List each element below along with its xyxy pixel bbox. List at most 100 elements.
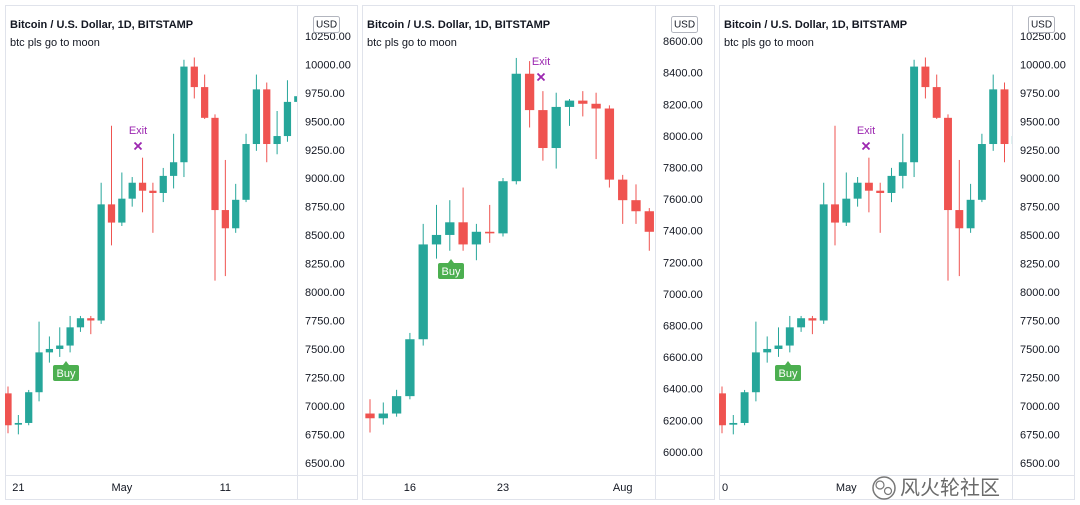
candle-body	[66, 327, 74, 346]
y-tick-label: 7000.00	[305, 401, 345, 413]
x-tick-label: Aug	[613, 482, 633, 494]
exit-marker	[536, 72, 546, 82]
x-tick-label: 11	[220, 482, 231, 494]
candle-body	[471, 231, 482, 245]
exit-label: Exit	[532, 56, 550, 68]
candle-body	[932, 87, 941, 118]
y-tick-label: 6000.00	[663, 447, 703, 459]
plot-area	[5, 57, 297, 435]
candle-body	[294, 96, 297, 102]
candle-body	[201, 87, 209, 118]
candle-body	[35, 352, 43, 393]
candle-body	[763, 348, 772, 353]
candle-body	[180, 66, 188, 163]
candle-body	[921, 66, 930, 88]
y-tick-label: 8250.00	[305, 259, 345, 271]
y-tick-label: 7400.00	[663, 226, 703, 238]
candle-body	[232, 199, 240, 229]
candle-body	[819, 204, 828, 321]
y-tick-label: 7800.00	[663, 162, 703, 174]
y-tick-label: 7250.00	[305, 372, 345, 384]
candle-body	[538, 110, 548, 149]
candle-body	[252, 89, 261, 145]
candle-body	[785, 327, 794, 346]
candle-body	[631, 200, 641, 212]
currency-box	[671, 16, 698, 33]
candle-body	[910, 66, 919, 163]
y-tick-label: 7000.00	[1020, 401, 1060, 413]
y-tick-label: 6400.00	[663, 384, 703, 396]
y-tick-label: 10000.00	[305, 59, 351, 71]
y-tick-label: 10250.00	[1020, 31, 1066, 43]
candle-body	[263, 89, 271, 145]
watermark: 风火轮社区	[872, 476, 1000, 500]
candle-body	[618, 179, 628, 201]
y-tick-label: 8200.00	[663, 99, 703, 111]
chart-title: Bitcoin / U.S. Dollar, 1D, BITSTAMP	[10, 19, 193, 31]
candle-body	[578, 100, 588, 104]
candle-body	[604, 108, 615, 180]
y-tick-label: 9000.00	[305, 173, 345, 185]
y-tick-label: 8400.00	[663, 68, 703, 80]
y-tick-label: 8750.00	[1020, 202, 1060, 214]
candle-body	[445, 222, 455, 235]
exit-marker	[861, 141, 871, 151]
candle-body	[221, 210, 229, 229]
candle-body	[853, 182, 862, 199]
currency-label: USD	[674, 20, 695, 31]
candle-body	[56, 345, 64, 349]
candle-body	[25, 392, 33, 423]
candle-body	[273, 136, 281, 145]
chart-subtitle: btc pls go to moon	[367, 37, 457, 49]
y-tick-label: 8750.00	[305, 202, 345, 214]
currency-label: USD	[1031, 20, 1052, 31]
candle-body	[511, 73, 521, 182]
candle-body	[485, 231, 495, 234]
chart-subtitle: btc pls go to moon	[724, 37, 814, 49]
chart-panel: 16 23 Aug 6000.00 6200.00 6400.00 6600.00 6800.…	[362, 5, 715, 500]
candle-body	[76, 318, 85, 328]
candle-body	[797, 318, 806, 328]
buy-label: Buy	[442, 266, 461, 278]
x-tick-label: 21	[12, 482, 24, 494]
y-tick-label: 7500.00	[1020, 344, 1060, 356]
y-tick-label: 6200.00	[663, 415, 703, 427]
y-tick-label: 8000.00	[305, 287, 345, 299]
candle-body	[864, 182, 873, 191]
buy-label-pointer	[448, 259, 454, 263]
candle-body	[458, 222, 468, 245]
candle-body	[283, 101, 292, 137]
candle-body	[955, 210, 964, 229]
x-tick-label: May	[111, 482, 132, 494]
wechat-icon-bubble	[875, 480, 885, 490]
y-tick-label: 7600.00	[663, 194, 703, 206]
candle-body	[751, 352, 760, 393]
candle-body	[87, 318, 95, 321]
y-tick-label: 8500.00	[305, 230, 345, 242]
plot-area	[365, 57, 654, 433]
candle-body	[944, 117, 952, 211]
wechat-icon-bubble	[883, 486, 893, 496]
y-tick-label: 6750.00	[305, 429, 345, 441]
candle-body	[591, 103, 601, 109]
candle-body	[97, 204, 105, 321]
candle-body	[564, 100, 575, 107]
exit-marker	[133, 141, 143, 151]
y-tick-label: 9000.00	[1020, 173, 1060, 185]
y-tick-label: 8250.00	[1020, 259, 1060, 271]
candle-body	[211, 117, 219, 211]
currency-box	[1028, 16, 1055, 33]
y-tick-label: 8500.00	[1020, 230, 1060, 242]
x-tick-label: 23	[497, 482, 509, 494]
y-tick-label: 10250.00	[305, 31, 351, 43]
y-tick-label: 7200.00	[663, 257, 703, 269]
y-tick-label: 8000.00	[663, 131, 703, 143]
x-tick-label: 16	[404, 482, 416, 494]
buy-label-pointer	[785, 361, 791, 365]
y-tick-label: 9500.00	[305, 116, 345, 128]
watermark-text: 风火轮社区	[900, 476, 1000, 500]
y-tick-label: 8000.00	[1020, 287, 1060, 299]
chart-panel: 0 May 6500.00 6750.00 7000.00 7250.00 7500.00 7…	[719, 5, 1075, 500]
candle-body	[729, 422, 738, 425]
panel-border	[719, 5, 1075, 500]
